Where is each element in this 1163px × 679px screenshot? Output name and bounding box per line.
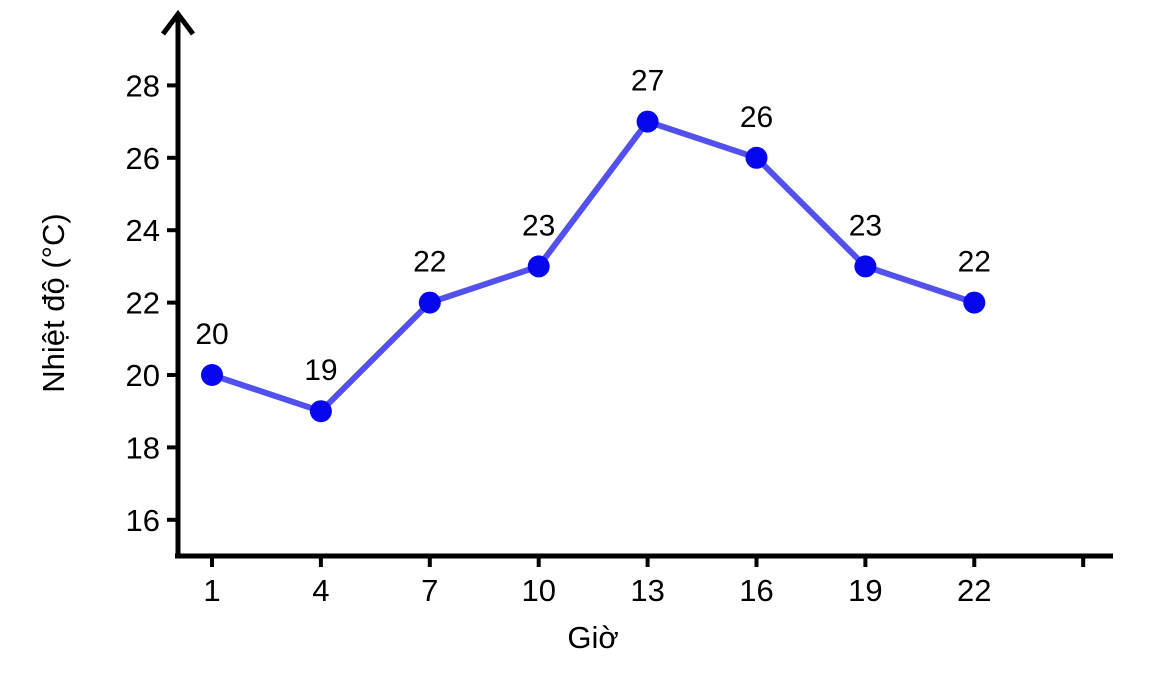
x-tick-label: 10: [521, 573, 555, 608]
data-point-label: 19: [304, 354, 337, 387]
data-point-label: 26: [740, 101, 773, 134]
data-point-label: 23: [522, 209, 555, 242]
y-tick-label: 24: [126, 213, 160, 248]
x-axis-title: Giờ: [567, 620, 618, 655]
y-tick-label: 18: [126, 430, 160, 465]
data-point-marker: [309, 400, 332, 423]
temperature-line: [209, 118, 978, 415]
data-point-label: 27: [631, 65, 664, 98]
data-point-marker: [636, 110, 659, 133]
data-labels: 20 19 22 23 27 26 23 22: [195, 65, 991, 388]
data-point-marker: [854, 255, 877, 278]
y-axis-title: Nhiệt độ (°C): [36, 213, 71, 393]
y-axis-arrow-icon: [161, 9, 195, 36]
data-point-marker: [527, 255, 550, 278]
data-point-marker: [963, 291, 986, 314]
data-point-label: 23: [849, 209, 882, 242]
x-tick-label: 4: [312, 573, 329, 608]
x-tick-label: 13: [630, 573, 664, 608]
data-point-label: 20: [195, 318, 228, 351]
y-tick-label: 26: [126, 141, 160, 176]
data-point-label: 22: [958, 246, 991, 279]
y-tick-label: 16: [126, 503, 160, 538]
x-tick-label: 7: [421, 573, 438, 608]
data-point-marker: [201, 364, 223, 386]
axes: 16 18 20 22 24 26 28 1 4 7 10 13 16 19 22: [126, 9, 1113, 608]
line-series: [201, 110, 986, 423]
x-tick-label: 19: [848, 573, 882, 608]
data-point-marker: [745, 146, 768, 169]
data-point-marker: [418, 291, 441, 314]
y-tick-label: 22: [126, 286, 160, 321]
x-tick-label: 22: [957, 573, 991, 608]
x-tick-label: 16: [739, 573, 773, 608]
data-point-label: 22: [413, 246, 446, 279]
y-tick-label: 28: [126, 68, 160, 103]
x-tick-label: 1: [203, 573, 220, 608]
y-tick-label: 20: [126, 358, 160, 393]
